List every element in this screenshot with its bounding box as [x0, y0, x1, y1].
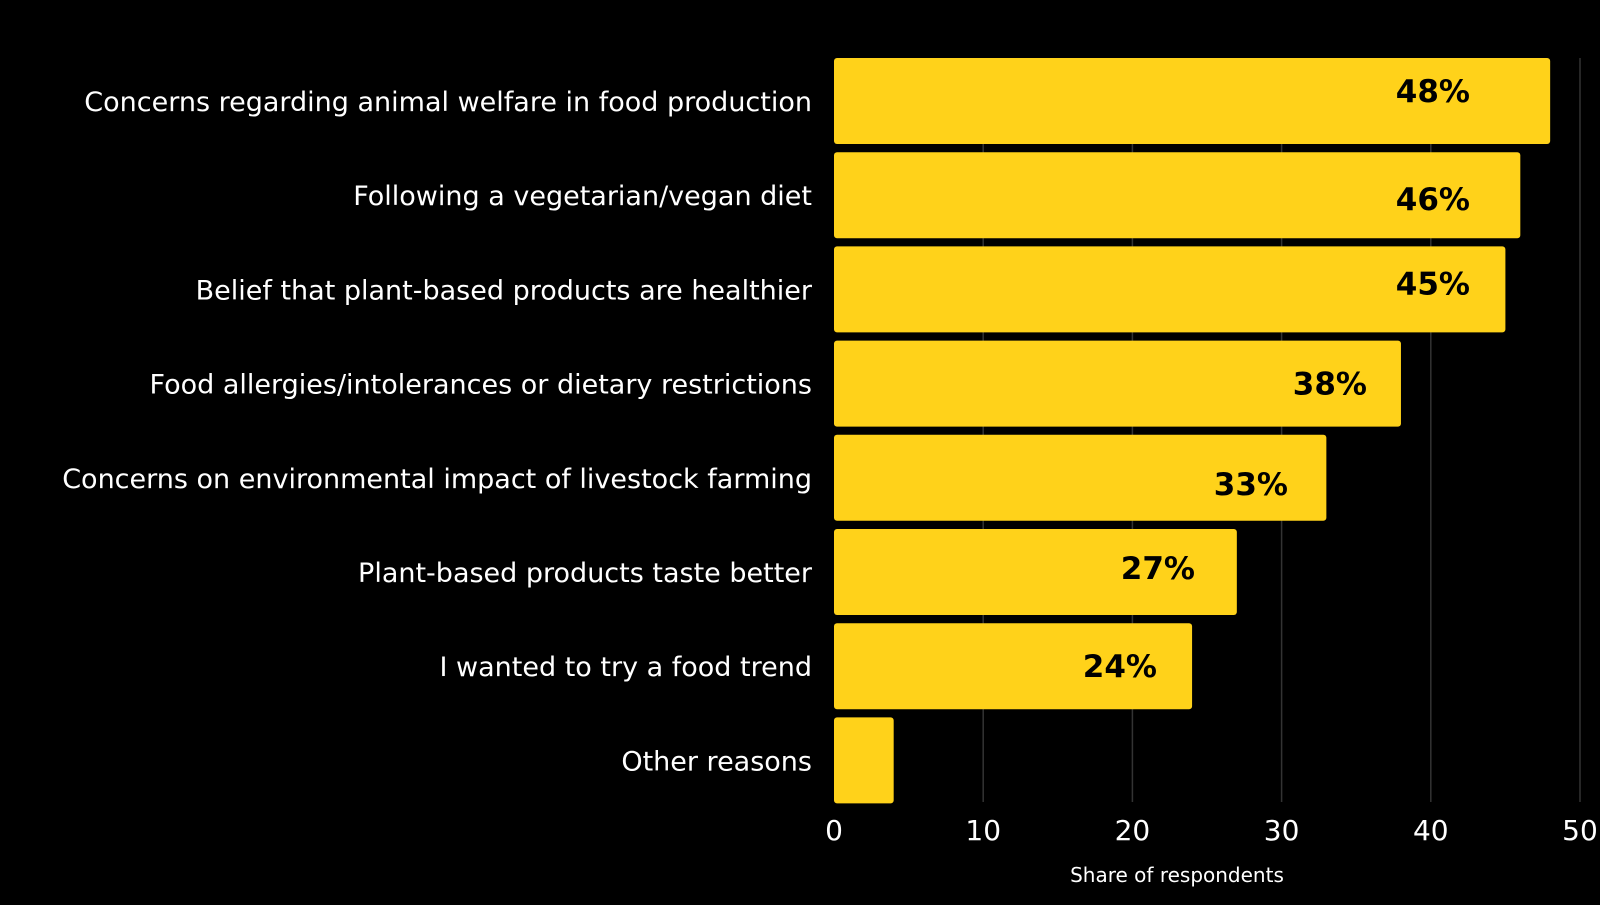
- x-tick-label: 20: [1115, 814, 1151, 847]
- bar: [834, 58, 1551, 144]
- category-label: I wanted to try a food trend: [440, 652, 813, 683]
- x-tick-label: 0: [825, 814, 843, 847]
- category-label: Plant-based products taste better: [358, 558, 813, 589]
- category-label: Concerns regarding animal welfare in foo…: [84, 87, 812, 118]
- x-tick-label: 50: [1562, 814, 1598, 847]
- bar: [834, 152, 1521, 239]
- category-label: Belief that plant-based products are hea…: [196, 275, 813, 306]
- category-labels: Concerns regarding animal welfare in foo…: [62, 87, 813, 777]
- x-axis-title: Share of respondents: [1070, 863, 1284, 887]
- bar: [834, 529, 1237, 615]
- data-label: 38%: [1293, 367, 1367, 403]
- bar: [834, 246, 1506, 333]
- bar: [834, 434, 1327, 521]
- data-label: 24%: [1083, 649, 1157, 685]
- bar: [834, 623, 1193, 710]
- data-label: 27%: [1121, 551, 1195, 587]
- x-tick-label: 30: [1264, 814, 1300, 847]
- category-label: Other reasons: [621, 746, 812, 777]
- category-label: Concerns on environmental impact of live…: [62, 464, 812, 495]
- bar: [834, 340, 1401, 427]
- category-label: Food allergies/intolerances or dietary r…: [150, 370, 812, 401]
- data-label: 46%: [1396, 182, 1470, 218]
- data-label: 33%: [1214, 467, 1288, 503]
- bars: 48% 46% 45% 38% 33% 27% 24%: [834, 58, 1551, 804]
- x-tick-label: 10: [965, 814, 1001, 847]
- x-axis-ticks: 0 10 20 30 40 50: [825, 814, 1598, 847]
- data-label: 45%: [1396, 266, 1470, 302]
- category-label: Following a vegetarian/vegan diet: [353, 181, 812, 212]
- data-label: 48%: [1396, 74, 1470, 110]
- bar: [834, 717, 894, 804]
- x-tick-label: 40: [1413, 814, 1449, 847]
